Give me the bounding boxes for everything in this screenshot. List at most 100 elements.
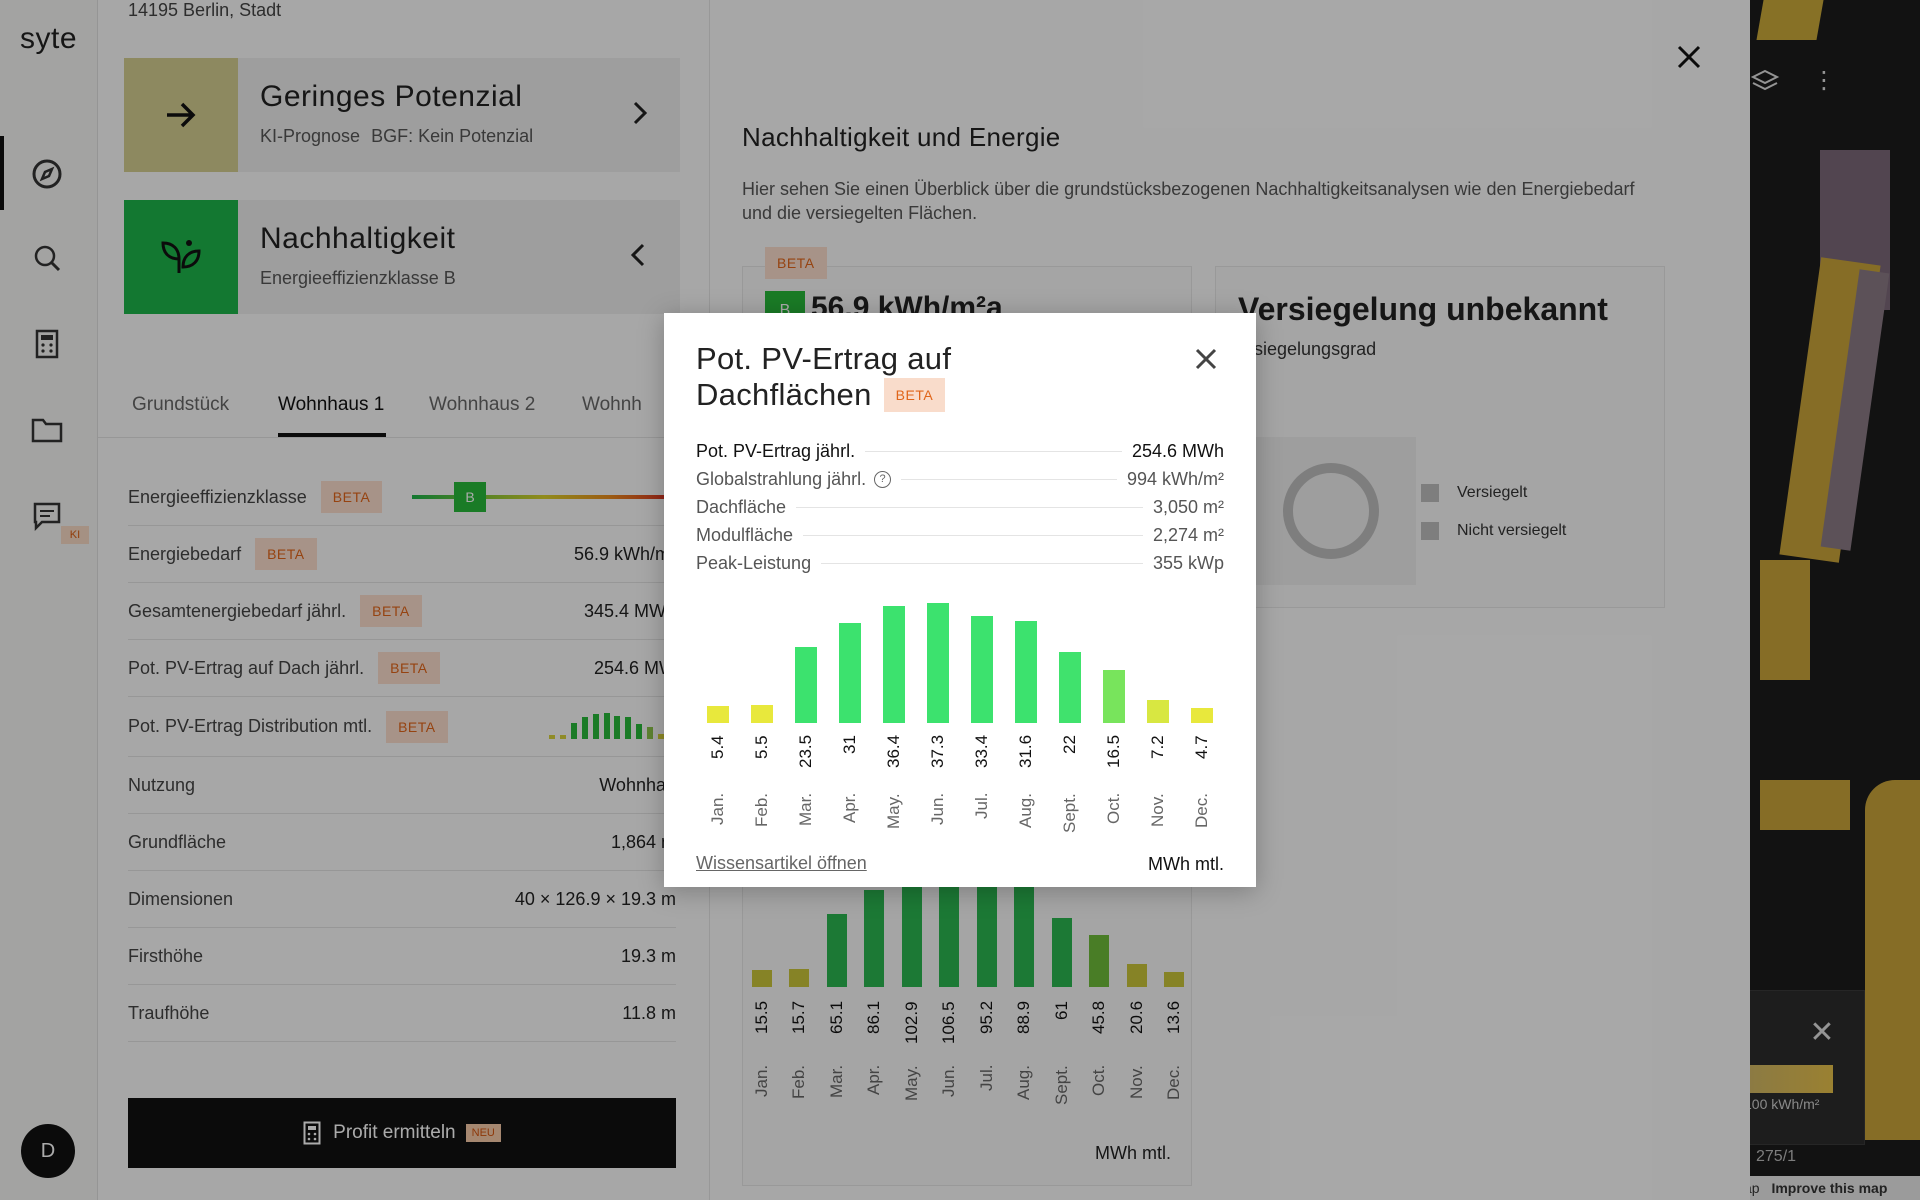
potential-card-icon-box: [124, 58, 238, 172]
potential-card-title: Geringes Potenzial: [260, 80, 523, 113]
row-label: Nutzung: [128, 774, 196, 795]
more-vertical-icon[interactable]: ⋮: [1812, 67, 1836, 94]
compass-icon[interactable]: [27, 154, 67, 194]
chevron-right-icon[interactable]: [632, 100, 648, 131]
row-pv-yield-yearly: Pot. PV-Ertrag auf Dach jährl. BETA 254.…: [128, 640, 676, 697]
arrow-right-icon: [167, 102, 196, 128]
chart-bar: [1126, 963, 1147, 987]
modal-row-value: 355 kWp: [1152, 552, 1224, 573]
section-title: Nachhaltigkeit und Energie: [742, 122, 1061, 152]
potential-card[interactable]: Geringes Potenzial KI-Prognose BGF: Kein…: [124, 58, 680, 172]
tab-wohnhaus-2[interactable]: Wohnhaus 2: [429, 394, 536, 415]
modal-row-value: 3,050 m²: [1152, 496, 1224, 517]
tab-grundstueck[interactable]: Grundstück: [132, 394, 230, 415]
search-icon[interactable]: [27, 238, 67, 278]
row-dimensions: Dimensionen 40 × 126.9 × 19.3 m: [128, 871, 676, 928]
pv-yield-modal: Pot. PV-Ertrag auf Dachflächen BETA Pot.…: [664, 313, 1256, 887]
modal-chart-unit: MWh mtl.: [1148, 854, 1224, 874]
chart-bar: [1164, 971, 1185, 987]
chart-bar: [1015, 621, 1037, 723]
chart-bar: [883, 605, 905, 723]
modal-row-roof-area: Dachfläche 3,050 m²: [696, 493, 1224, 521]
chart-bar: [751, 969, 772, 987]
chevron-left-icon[interactable]: [630, 242, 646, 273]
potential-card-subtitle-b: BGF: Kein Potenzial: [371, 126, 534, 146]
calculator-icon[interactable]: [27, 324, 67, 364]
bar-category-label: Jul.: [972, 792, 991, 819]
row-pv-distribution[interactable]: Pot. PV-Ertrag Distribution mtl. BETA: [128, 697, 676, 757]
sustainability-card-title: Nachhaltigkeit: [260, 222, 456, 255]
rail-active-indicator: [0, 136, 4, 210]
bar-value-label: 23.5: [796, 734, 815, 768]
sustainability-card-subtitle: Energieeffizienzklasse B: [260, 268, 456, 288]
bar-category-label: Sept.: [1060, 793, 1079, 833]
chart-bar: [636, 723, 643, 739]
tab-wohnhaus-1[interactable]: Wohnhaus 1: [278, 394, 385, 415]
row-label: Energiebedarf: [128, 543, 242, 564]
bar-value-label: 5.4: [708, 735, 727, 759]
sealing-donut-placeholder: [1246, 437, 1416, 585]
row-energy-demand: Energiebedarf BETA 56.9 kWh/m²: [128, 526, 676, 583]
bar-category-label: Feb.: [752, 792, 771, 827]
row-value: 11.8 m: [622, 1002, 676, 1023]
folder-icon[interactable]: [27, 410, 67, 450]
energy-card-beta-wrap: BETA: [765, 247, 827, 279]
row-label: Dimensionen: [128, 888, 234, 909]
row-label: Grundfläche: [128, 831, 227, 852]
sealing-card: Versiegelung unbekannt ersiegelungsgrad …: [1215, 266, 1665, 608]
bar-value-label: 31.6: [1016, 734, 1035, 768]
potential-card-subtitle: KI-Prognose BGF: Kein Potenzial: [260, 126, 533, 147]
tab-wohnhaus-3[interactable]: Wohnh: [582, 394, 642, 415]
chart-bar: [592, 713, 599, 739]
chart-bar: [839, 623, 861, 723]
modal-close-icon[interactable]: [1194, 347, 1218, 376]
beta-badge: BETA: [255, 538, 317, 570]
knowledge-article-link[interactable]: Wissensartikel öffnen: [696, 853, 867, 873]
profit-button[interactable]: Profit ermitteln NEU: [128, 1098, 676, 1168]
chart-bar: [549, 735, 556, 739]
chart-bar: [971, 615, 993, 723]
beta-badge: BETA: [765, 247, 827, 279]
chart-bar: [1103, 669, 1125, 723]
improve-map-link[interactable]: Improve this map: [1771, 1180, 1888, 1196]
chart-bar: [657, 733, 664, 739]
close-icon[interactable]: [1676, 44, 1702, 75]
row-value: Wohnhau: [599, 774, 676, 795]
modal-title-line1: Pot. PV-Ertrag auf: [696, 341, 952, 376]
legend-label: Versiegelt: [1457, 484, 1528, 501]
chart-bar: [1191, 707, 1213, 723]
row-ridge-height: Firsthöhe 19.3 m: [128, 928, 676, 985]
modal-row-module-area: Modulfläche 2,274 m²: [696, 521, 1224, 549]
potential-card-subtitle-a: KI-Prognose: [260, 126, 361, 146]
section-description: Hier sehen Sie einen Überblick über die …: [742, 179, 1635, 223]
chart-bar: [976, 879, 997, 987]
bar-value-label: 16.5: [1104, 734, 1123, 768]
app-logo: syte: [20, 22, 78, 55]
bar-value-label: 7.2: [1148, 735, 1167, 759]
chart-bar: [1059, 652, 1081, 723]
bar-value-label: 33.4: [972, 734, 991, 768]
legend-swatch: [1421, 484, 1439, 502]
sealing-card-title: Versiegelung unbekannt: [1238, 291, 1608, 327]
chart-bar: [1051, 918, 1072, 987]
modal-title-line2: Dachflächen: [696, 377, 872, 412]
row-ground-area: Grundfläche 1,864 m: [128, 814, 676, 871]
map-view[interactable]: ✕ 100 kWh/m² 275/1 ap Improve this map ⋮: [1740, 0, 1920, 1200]
info-icon[interactable]: ?: [874, 470, 892, 488]
chart-bar: [939, 867, 960, 987]
sustainability-card[interactable]: Nachhaltigkeit Energieeffizienzklasse B: [124, 200, 680, 314]
avatar[interactable]: D: [21, 1124, 75, 1178]
row-label: Firsthöhe: [128, 945, 204, 966]
new-badge: NEU: [465, 1124, 501, 1142]
row-value: 40 × 126.9 × 19.3 m: [514, 888, 676, 909]
modal-row-pv-yield: Pot. PV-Ertrag jährl. 254.6 MWh: [696, 437, 1224, 465]
bar-category-label: Jun.: [928, 792, 947, 825]
layers-icon[interactable]: [1750, 66, 1780, 96]
modal-row-peak-power: Peak-Leistung 355 kWp: [696, 549, 1224, 577]
legend-not-sealed: Nicht versiegelt: [1421, 522, 1566, 540]
sustainability-card-icon-box: [124, 200, 238, 314]
chart-bar: [927, 603, 949, 723]
bar-value-label: 22: [1060, 735, 1079, 754]
chat-icon[interactable]: [27, 496, 67, 536]
map-legend-close-icon[interactable]: ✕: [1809, 1016, 1835, 1049]
